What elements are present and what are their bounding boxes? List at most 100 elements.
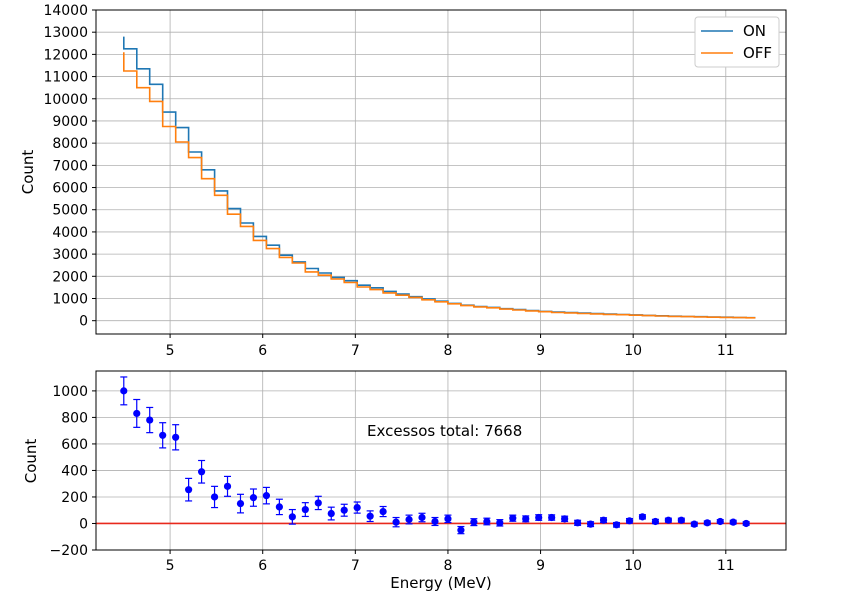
data-point xyxy=(638,513,647,521)
point-marker xyxy=(483,517,491,526)
point-marker xyxy=(742,519,750,528)
top-x-tick-label: 10 xyxy=(624,343,642,359)
data-point xyxy=(340,503,348,517)
top-y-tick-label: 2000 xyxy=(52,269,88,285)
top-y-tick-label: 12000 xyxy=(43,47,88,63)
data-point xyxy=(223,475,232,497)
series-line-off xyxy=(123,52,756,319)
data-point xyxy=(418,512,426,523)
point-marker xyxy=(262,492,271,500)
point-marker xyxy=(210,493,219,501)
bottom-y-tick-label: 800 xyxy=(61,410,88,426)
data-point xyxy=(677,516,685,524)
point-marker xyxy=(249,494,258,502)
data-point xyxy=(690,520,698,528)
point-marker xyxy=(431,517,439,526)
legend-label-on: ON xyxy=(743,22,766,40)
data-point xyxy=(262,486,271,505)
data-point xyxy=(314,495,322,511)
top-x-tick-label: 8 xyxy=(443,343,452,359)
point-marker xyxy=(340,506,348,514)
data-point xyxy=(483,517,491,526)
top-x-tick-label: 9 xyxy=(536,343,545,359)
bottom-x-tick-label: 6 xyxy=(258,558,267,574)
bottom-x-tick-label: 8 xyxy=(443,558,452,574)
data-point xyxy=(535,513,543,522)
data-point xyxy=(496,519,504,527)
point-marker xyxy=(612,521,621,529)
point-marker xyxy=(418,513,426,522)
point-marker xyxy=(288,513,296,521)
point-marker xyxy=(146,416,154,424)
top-x-tick-label: 11 xyxy=(717,343,735,359)
point-marker xyxy=(548,513,556,522)
data-point xyxy=(146,406,154,434)
top-y-tick-label: 13000 xyxy=(43,25,88,41)
point-marker xyxy=(561,515,569,523)
point-marker xyxy=(223,482,232,490)
data-point xyxy=(327,506,335,521)
point-marker xyxy=(197,468,206,476)
data-point xyxy=(651,517,660,526)
bottom-x-tick-label: 5 xyxy=(166,558,175,574)
point-marker xyxy=(172,433,180,441)
top-plot-frame xyxy=(95,9,787,335)
point-marker xyxy=(690,520,698,528)
bottom-points xyxy=(120,376,750,535)
point-marker xyxy=(586,520,595,528)
point-marker xyxy=(703,519,711,527)
point-marker xyxy=(120,387,128,395)
bottom-x-tick-label: 11 xyxy=(717,558,735,574)
point-marker xyxy=(133,409,141,418)
point-marker xyxy=(470,518,478,526)
point-marker xyxy=(185,486,193,494)
point-marker xyxy=(236,499,245,508)
point-marker xyxy=(716,517,724,526)
bottom-tick-labels: 5 6 7 8 9 10 11 −200 0 200 400 600 800 1000 xyxy=(50,384,735,574)
bottom-plot-frame xyxy=(95,370,787,551)
point-marker xyxy=(392,518,400,526)
x-axis-label: Energy (MeV) xyxy=(390,574,491,592)
bottom-x-tick-label: 9 xyxy=(536,558,545,574)
point-marker xyxy=(405,515,413,524)
point-marker xyxy=(625,517,634,525)
data-point xyxy=(431,516,439,527)
data-point xyxy=(405,514,413,525)
data-point xyxy=(599,516,608,524)
point-marker xyxy=(301,505,309,514)
point-marker xyxy=(353,503,361,512)
top-y-tick-label: 0 xyxy=(79,314,88,330)
data-point xyxy=(625,517,634,525)
data-point xyxy=(509,514,517,522)
top-legend: ON OFF xyxy=(694,16,780,68)
point-marker xyxy=(522,515,530,523)
data-point xyxy=(185,477,193,502)
bottom-excess-panel: 5 6 7 8 9 10 11 −200 0 200 400 600 800 1000 Count Ene… xyxy=(22,370,787,592)
top-y-tick-label: 3000 xyxy=(52,247,88,263)
point-marker xyxy=(496,519,504,527)
point-marker xyxy=(314,499,322,507)
top-x-tick-label: 5 xyxy=(166,343,175,359)
excess-total-annotation: Excessos total: 7668 xyxy=(367,422,522,440)
top-y-tick-label: 8000 xyxy=(52,136,88,152)
data-point xyxy=(159,422,167,449)
data-point xyxy=(197,459,206,484)
data-point xyxy=(366,510,374,523)
data-point xyxy=(522,515,530,523)
data-point xyxy=(444,514,452,524)
data-point xyxy=(120,376,128,406)
data-point xyxy=(249,488,258,507)
data-point xyxy=(210,485,219,509)
top-grid xyxy=(96,9,786,334)
top-y-tick-label: 4000 xyxy=(52,225,88,241)
data-point xyxy=(275,498,283,516)
top-y-tick-label: 10000 xyxy=(43,92,88,108)
bottom-y-tick-label: 1000 xyxy=(52,384,88,400)
data-point xyxy=(172,424,180,451)
data-point xyxy=(301,502,309,518)
top-y-axis-label: Count xyxy=(19,150,37,195)
series-line-on xyxy=(123,36,756,319)
data-point xyxy=(548,513,556,522)
data-point xyxy=(586,520,595,528)
